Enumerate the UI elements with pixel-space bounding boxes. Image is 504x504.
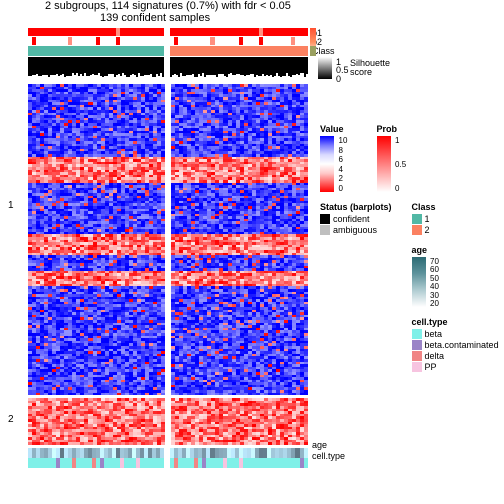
legend-value: Value 1086420 [320,124,357,192]
legend-prob-ticks: 10.50 [393,136,413,192]
heatmap-section-1 [28,84,308,395]
legend-item: delta [412,351,499,361]
legend-celltype-title: cell.type [412,317,499,327]
label-silh-sub: score [350,67,372,77]
plot-subtitle: 139 confident samples [0,12,504,24]
legend-class: Class 12 [412,202,499,235]
annotation-p2 [28,37,308,45]
legend-prob-gradient [377,136,391,192]
legend-value-gradient [320,136,334,192]
annotation-p1 [28,28,308,36]
legends-panel: Value 1086420 Prob 10.50 Status (barplot… [320,124,500,382]
legend-prob: Prob 10.50 [377,124,414,192]
silhouette-gradient [318,57,332,79]
label-silh-0: 0 [336,74,341,84]
legend-age-gradient [412,257,426,307]
annotation-celltype [28,458,308,468]
legend-item: 2 [412,225,499,235]
heatmap-section-2 [28,398,308,445]
y-label-2: 2 [8,414,14,425]
legend-age: age 706050403020 [412,245,499,307]
legend-item: confident [320,214,392,224]
legend-class-title: Class [412,202,499,212]
legend-item: PP [412,362,499,372]
annotation-class [28,46,308,56]
legend-status: Status (barplots) confidentambiguous [320,202,392,235]
plot-title: 2 subgroups, 114 signatures (0.7%) with … [0,0,504,12]
legend-item: ambiguous [320,225,392,235]
main-plot-area [28,28,308,468]
annotation-silhouette [28,57,308,79]
legend-age-ticks: 706050403020 [428,257,448,307]
annotation-age [28,448,308,458]
legend-age-title: age [412,245,499,255]
label-celltype: cell.type [312,451,345,461]
y-label-1: 1 [8,200,14,211]
legend-celltype: cell.type betabeta.contaminateddeltaPP [412,317,499,372]
legend-status-title: Status (barplots) [320,202,392,212]
legend-item: beta.contaminated [412,340,499,350]
class-strip [310,46,316,56]
label-age: age [312,440,327,450]
legend-value-ticks: 1086420 [337,136,357,192]
legend-item: 1 [412,214,499,224]
legend-value-title: Value [320,124,357,134]
legend-prob-title: Prob [377,124,414,134]
legend-item: beta [412,329,499,339]
